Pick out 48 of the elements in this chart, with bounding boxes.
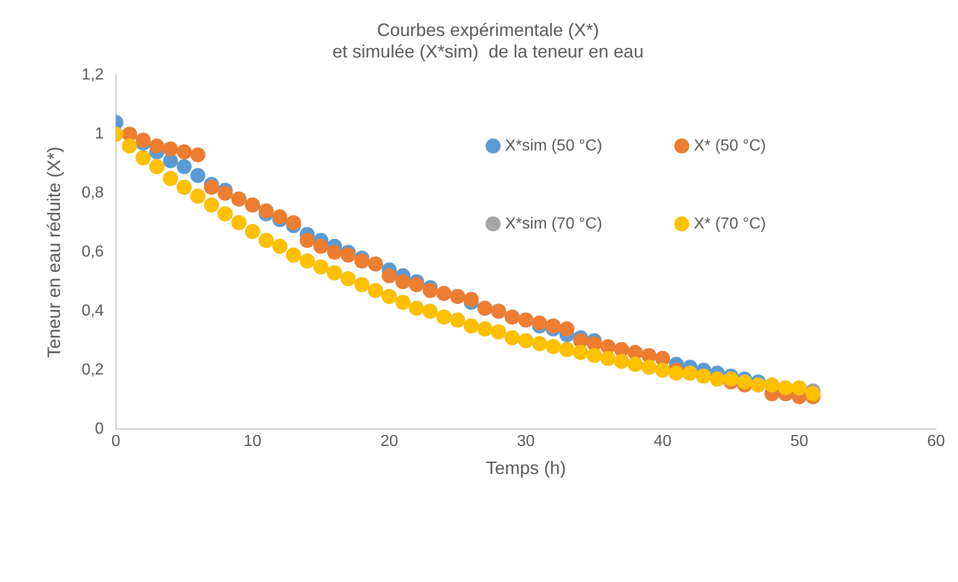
y-tick-label: 1: [94, 126, 104, 143]
text: Courbes expérimentale (X*): [376, 20, 600, 40]
y-tick-label: 0,4: [82, 302, 104, 320]
point: [149, 138, 164, 154]
legend-label: X* (70 °C): [694, 215, 766, 232]
point: [327, 244, 342, 260]
x-tick-label: 40: [654, 433, 672, 450]
point: [805, 386, 820, 402]
text: et simulée (X*sim) de la teneur en eau: [332, 41, 644, 62]
point: [340, 248, 356, 263]
x-tick-label: 0: [111, 433, 120, 450]
y-axis-title: Teneur en eau réduite (X*): [44, 146, 64, 358]
point: [163, 141, 178, 156]
x-tick-label: 10: [244, 433, 262, 450]
point: [286, 215, 302, 230]
point: [559, 321, 574, 336]
point: [382, 268, 397, 284]
point: [218, 186, 233, 201]
point: [190, 168, 206, 183]
point: [176, 144, 192, 160]
point: [546, 318, 561, 334]
point: [422, 283, 438, 298]
point: [313, 238, 328, 254]
legend-label: X* (50 °C): [694, 137, 766, 154]
legend-label: X*sim (70 °C): [505, 215, 602, 232]
y-tick-label: 0,8: [82, 184, 104, 202]
legend-label: X*sim (50 °C): [505, 137, 602, 154]
x-tick-label: 60: [927, 433, 945, 450]
point: [136, 132, 151, 148]
y-tick-label: 0: [94, 420, 104, 438]
point: [409, 277, 424, 292]
x-tick-label: 30: [517, 433, 535, 450]
point: [354, 254, 370, 269]
x-axis-title: Temps (h): [486, 458, 566, 478]
point: [464, 292, 479, 307]
point: [395, 274, 410, 290]
x-tick-label: 20: [380, 433, 398, 450]
point: [532, 316, 548, 330]
x-tick-label: 50: [790, 433, 808, 450]
point: [300, 232, 315, 248]
point: [272, 209, 288, 224]
y-tick-label: 0,6: [82, 244, 104, 261]
point: [258, 203, 274, 218]
y-tick-label: 0,2: [82, 362, 104, 379]
point: [176, 159, 192, 174]
point: [204, 180, 220, 195]
y-tick-label: 1,2: [82, 66, 104, 84]
point: [190, 147, 206, 162]
